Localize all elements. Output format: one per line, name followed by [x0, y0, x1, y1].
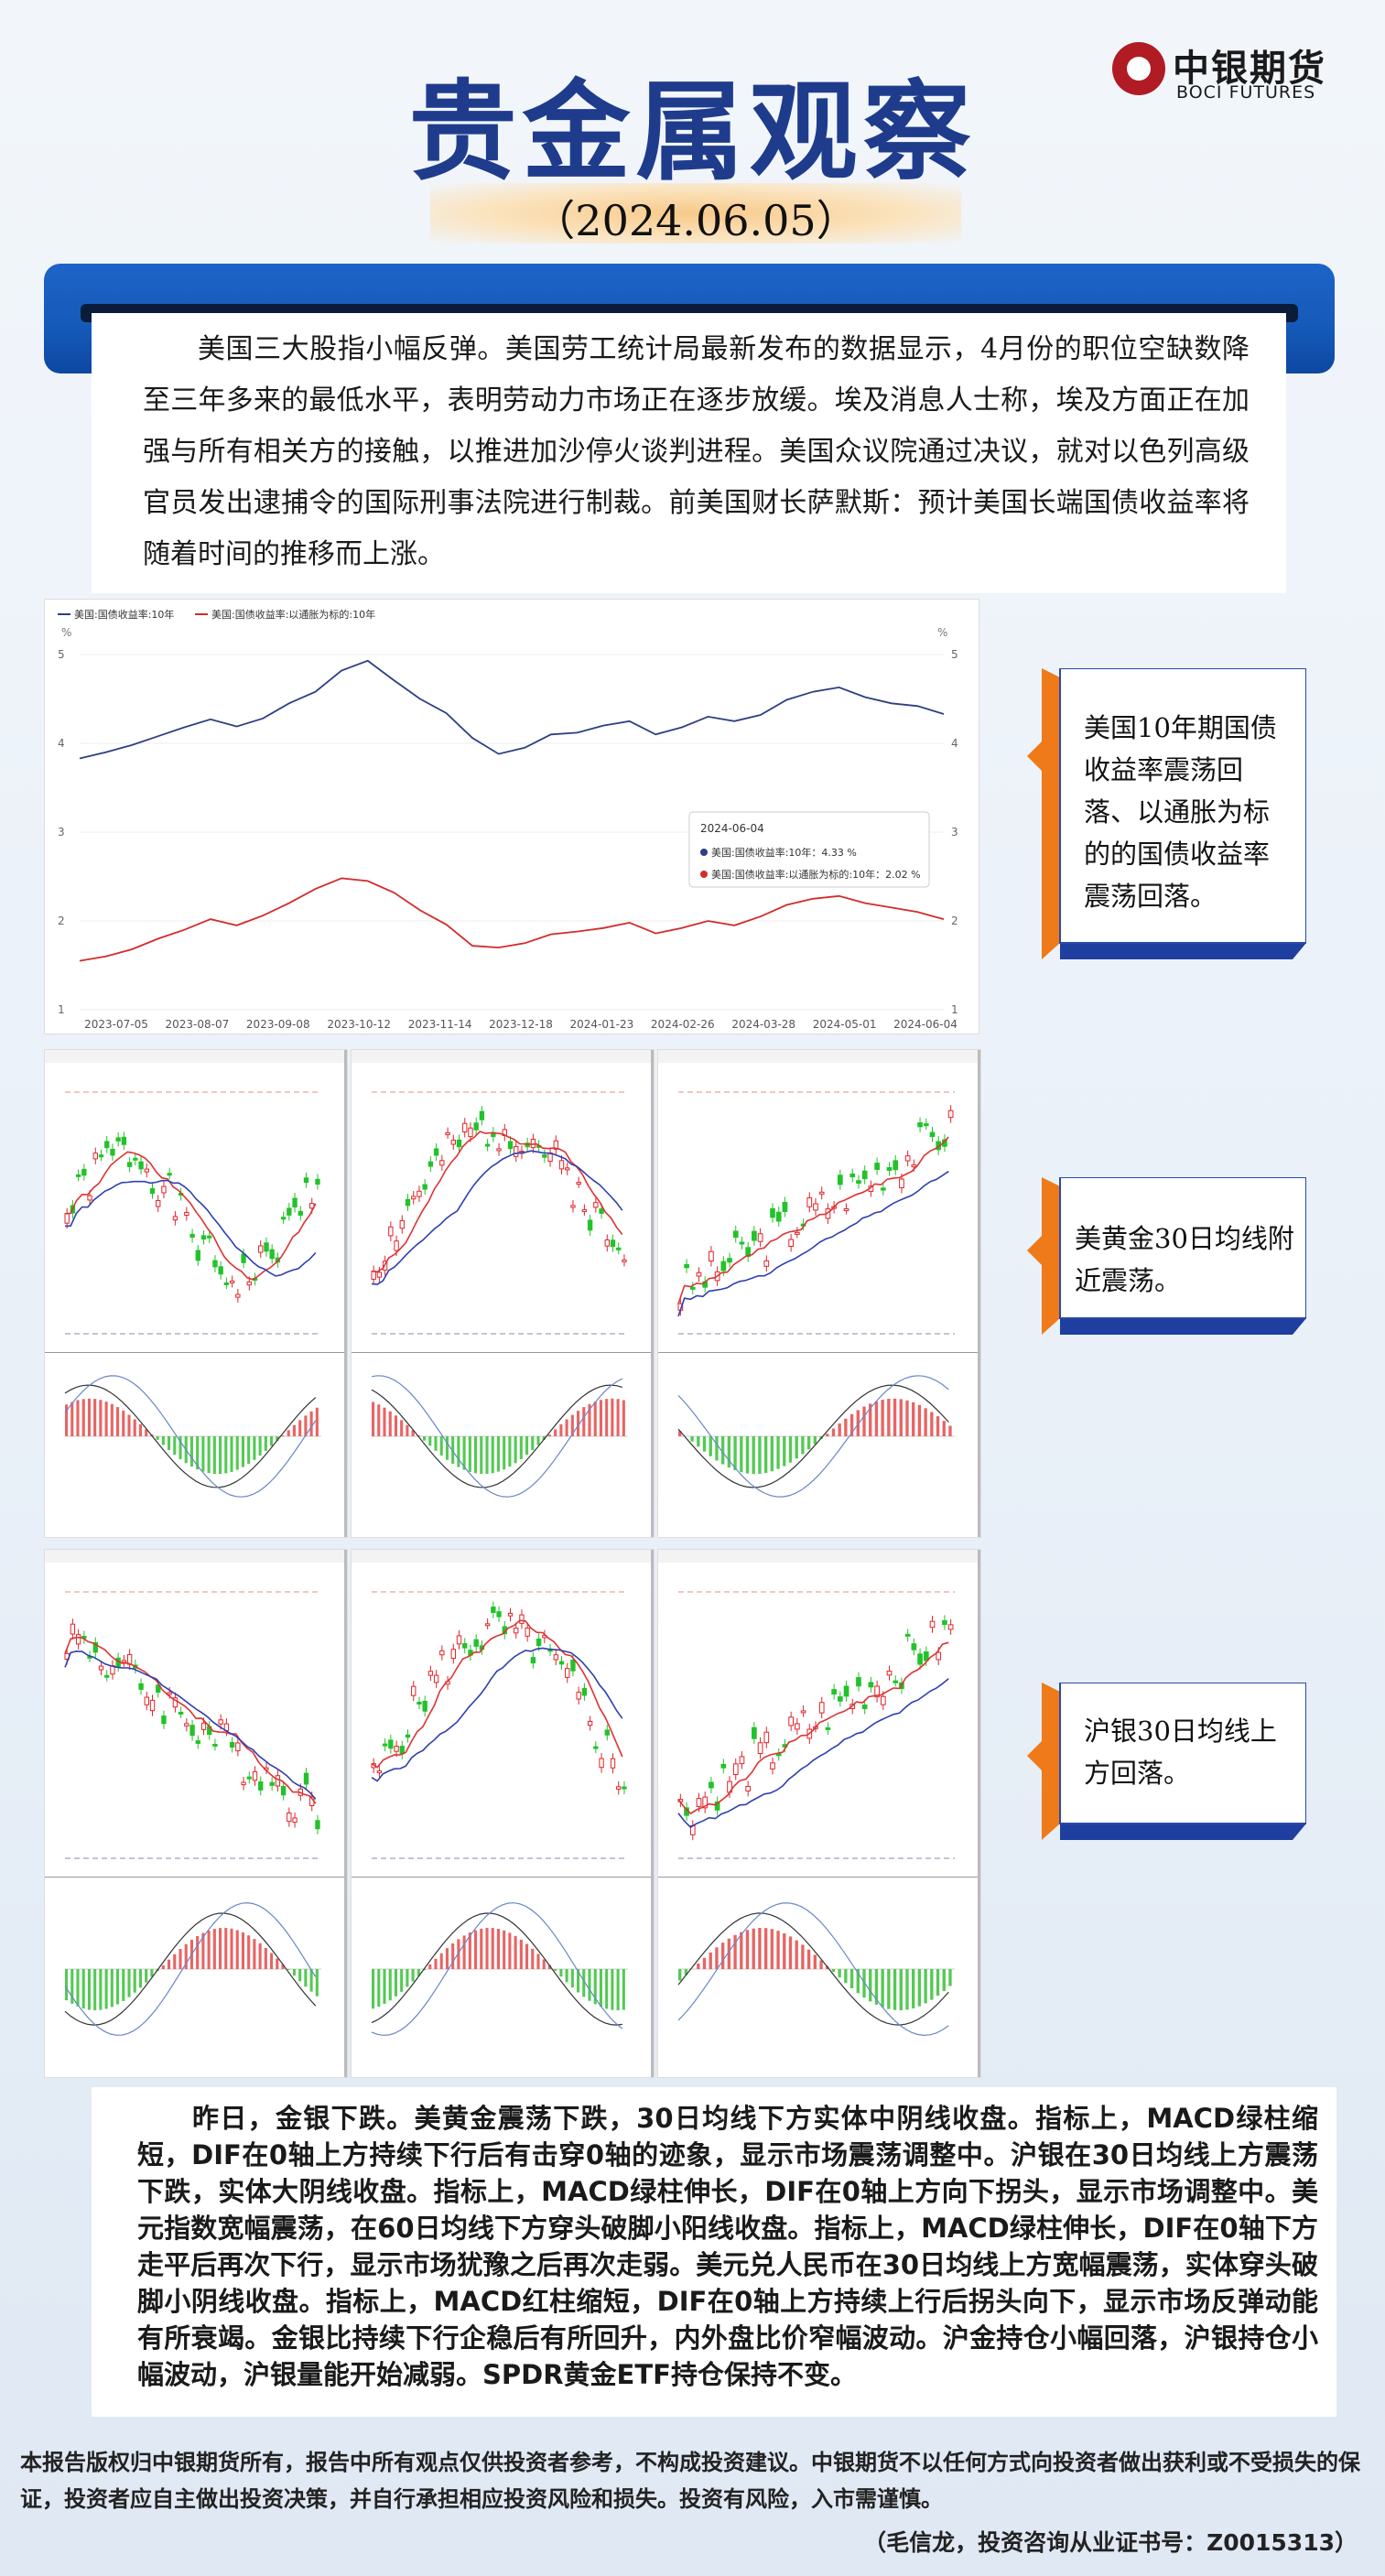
- y-tick-right-1: 2: [951, 915, 958, 927]
- y-tick-left-0: 1: [58, 1003, 65, 1016]
- gold-chart-2: [351, 1049, 655, 1538]
- analysis-box: 昨日，金银下跌。美黄金震荡下跌，30日均线下方实体中阴线收盘。指标上，MACD绿…: [92, 2087, 1336, 2417]
- x-tick-5: 2023-12-18: [489, 1018, 553, 1031]
- silver-chart-2: [351, 1549, 655, 2078]
- candlestick-chart: [45, 1050, 347, 1537]
- x-tick-6: 2024-01-23: [570, 1018, 634, 1031]
- intro-box: 美国三大股指小幅反弹。美国劳工统计局最新发布的数据显示，4月份的职位空缺数降至三…: [92, 313, 1286, 593]
- logo-chinese: 中银期货: [1173, 48, 1326, 90]
- candlestick-chart: [352, 1550, 654, 2077]
- boci-logo: 中银期货 BOCI FUTURES: [1112, 37, 1359, 110]
- disclaimer: 本报告版权归中银期货所有，报告中所有观点仅供投资者参考，不构成投资建议。中银期货…: [20, 2450, 1360, 2512]
- x-tick-1: 2023-08-07: [166, 1018, 230, 1031]
- comment-yield-text: 美国10年期国债收益率震荡回落、以通胀为标的的国债收益率震荡回落。: [1084, 712, 1277, 912]
- silver-chart-3: [657, 1549, 981, 2078]
- y-tick-right-2: 3: [951, 826, 958, 839]
- gold-chart-1: [44, 1049, 348, 1538]
- comment-silver-frame: [1027, 1683, 1306, 1840]
- yield-chart-panel: 美国:国债收益率:10年 美国:国债收益率:以通胀为标的:10年 %% 1 1 2 2 3 3…: [44, 599, 979, 1034]
- y-tick-right-4: 5: [951, 648, 958, 661]
- report-date: （2024.06.05）: [533, 196, 859, 245]
- comment-gold-frame: [1027, 1177, 1306, 1335]
- comment-silver-text: 沪银30日均线上方回落。: [1084, 1716, 1277, 1789]
- yield-chart: 美国:国债收益率:10年 美国:国债收益率:以通胀为标的:10年 % % 1 1 2 2 3 3…: [58, 608, 958, 1031]
- y-unit-right: %: [937, 626, 947, 639]
- x-tick-4: 2023-11-14: [408, 1018, 472, 1031]
- legend-label-1: 美国:国债收益率:以通胀为标的:10年: [211, 608, 375, 621]
- x-tick-3: 2023-10-12: [327, 1018, 391, 1031]
- comment-gold: 美黄金30日均线附近震荡。: [1027, 1177, 1306, 1335]
- x-tick-8: 2024-03-28: [731, 1018, 795, 1031]
- date-band: [430, 183, 961, 244]
- logo-english: BOCI FUTURES: [1176, 82, 1316, 103]
- comment-yield: 美国10年期国债收益率震荡回落、以通胀为标的的国债收益率震荡回落。: [1027, 668, 1306, 959]
- page-title: 贵金属观察: [408, 69, 977, 195]
- series-line-1: [79, 877, 945, 962]
- author-line: （毛信龙，投资咨询从业证书号：Z0015313）: [863, 2529, 1358, 2556]
- x-tick-9: 2024-05-01: [813, 1018, 877, 1031]
- y-tick-left-4: 5: [58, 648, 65, 661]
- comment-gold-text: 美黄金30日均线附近震荡。: [1075, 1223, 1294, 1296]
- silver-chart-1: [44, 1549, 348, 2078]
- x-tick-0: 2023-07-05: [84, 1018, 148, 1031]
- y-tick-left-2: 3: [58, 826, 65, 839]
- legend-label-0: 美国:国债收益率:10年: [74, 608, 174, 621]
- analysis-text: 昨日，金银下跌。美黄金震荡下跌，30日均线下方实体中阴线收盘。指标上，MACD绿…: [137, 2103, 1318, 2390]
- series-line-0: [79, 659, 945, 760]
- comment-yield-frame: [1027, 668, 1306, 959]
- y-tick-left-1: 2: [58, 915, 65, 927]
- tooltip-box: [688, 811, 930, 888]
- y-tick-left-3: 4: [58, 737, 65, 750]
- y-unit-left: %: [61, 626, 71, 639]
- candlestick-chart: [658, 1050, 980, 1537]
- tooltip-line1: 美国:国债收益率:10年：4.33 %: [711, 846, 857, 859]
- tooltip-date: 2024-06-04: [700, 822, 764, 835]
- gold-chart-3: [657, 1049, 981, 1538]
- x-tick-7: 2024-02-26: [651, 1018, 715, 1031]
- y-tick-right-3: 4: [951, 737, 958, 750]
- candlestick-chart: [45, 1550, 347, 2077]
- tooltip-line2: 美国:国债收益率:以通胀为标的:10年：2.02 %: [711, 868, 921, 881]
- comment-silver: 沪银30日均线上方回落。: [1027, 1683, 1306, 1840]
- x-tick-2: 2023-09-08: [246, 1018, 310, 1031]
- candlestick-chart: [352, 1050, 654, 1537]
- y-tick-right-0: 1: [951, 1003, 958, 1016]
- intro-text: 美国三大股指小幅反弹。美国劳工统计局最新发布的数据显示，4月份的职位空缺数降至三…: [143, 333, 1250, 570]
- candlestick-chart: [658, 1550, 980, 2077]
- boci-logo-icon: [1112, 42, 1165, 95]
- x-tick-10: 2024-06-04: [893, 1018, 958, 1031]
